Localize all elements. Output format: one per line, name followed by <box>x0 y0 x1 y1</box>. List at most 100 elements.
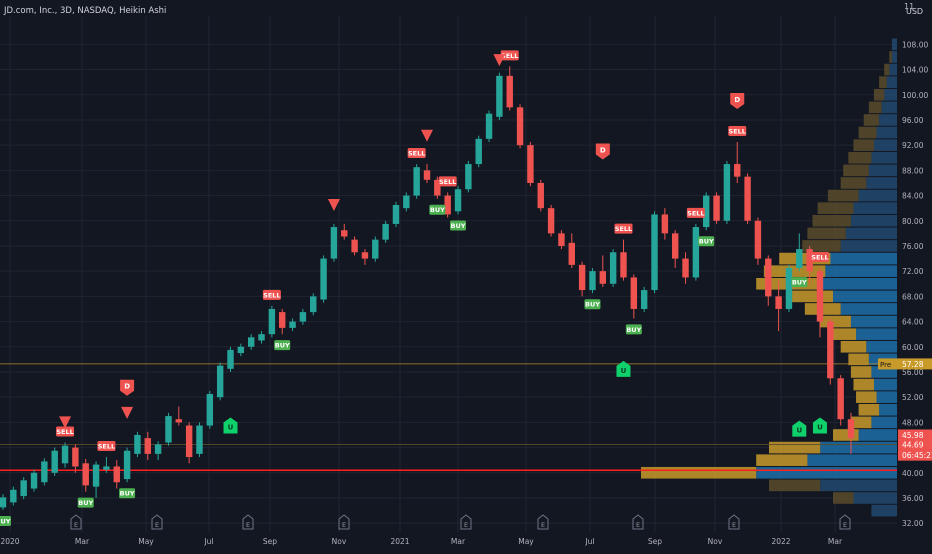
volume-profile-bar <box>866 340 897 353</box>
candle-body <box>578 264 586 291</box>
candle-body <box>434 179 441 196</box>
candle-body <box>754 220 762 259</box>
volume-profile-bar <box>886 76 897 88</box>
chart-title: JD.com, Inc., 3D, NASDAQ, Heikin Ashi <box>3 6 166 16</box>
sell-arrow-icon <box>493 54 506 67</box>
buy-signal-tag <box>77 497 94 508</box>
buy-signal-tag <box>625 324 642 335</box>
price-tag-value: 06:45:21 <box>902 451 932 460</box>
time-axis-tick: Jul <box>203 537 213 546</box>
currency-label: USD <box>906 7 923 16</box>
volume-profile-bar <box>840 177 867 189</box>
volume-profile-bar <box>792 290 833 303</box>
time-axis-tick: Mar <box>451 537 466 546</box>
price-axis-tick: 76.00 <box>902 242 924 251</box>
candle-body <box>82 463 89 486</box>
volume-profile-bar <box>820 479 897 492</box>
volume-profile-bar <box>833 492 854 504</box>
price-axis-tick: 52.00 <box>902 393 924 402</box>
volume-profile-bar <box>845 227 897 240</box>
candle-body <box>51 450 58 473</box>
candle-body <box>827 321 834 379</box>
candle-body <box>527 145 534 183</box>
volume-profile-bar <box>889 63 897 76</box>
sell-signal-label: SELL <box>56 428 73 436</box>
buy-signal-label: BUY <box>626 326 641 334</box>
earnings-icon <box>839 514 851 530</box>
volume-profile-bar <box>858 429 897 441</box>
volume-profile-bar <box>873 88 885 101</box>
earnings-label: E <box>636 521 640 529</box>
sell-signal-label: SELL <box>501 52 518 60</box>
candle-body <box>237 346 245 354</box>
time-axis-panel <box>0 532 898 550</box>
volume-profile-bar <box>843 164 869 177</box>
volume-profile-bar <box>858 126 877 139</box>
down-marker-label: D <box>734 96 740 104</box>
price-axis-tick: 68.00 <box>902 292 924 301</box>
volume-profile-bar <box>848 353 869 366</box>
earnings-icon <box>242 514 254 530</box>
volume-profile-bar <box>858 189 897 202</box>
sell-signal-label: SELL <box>729 128 746 136</box>
candle-body <box>196 425 203 454</box>
buy-signal-label: BUY <box>275 342 290 350</box>
volume-profile-bar <box>873 139 897 151</box>
candle-body <box>206 394 214 426</box>
up-marker-label: U <box>796 427 802 435</box>
volume-profile-bar <box>879 114 897 126</box>
sell-signal-tag <box>56 426 75 437</box>
candle-body <box>734 164 741 177</box>
volume-profile-bar <box>871 416 897 429</box>
volume-profile-bar <box>850 214 897 227</box>
volume-profile-bar <box>830 328 857 340</box>
sell-arrow-icon <box>59 416 72 429</box>
candle-body <box>744 176 751 221</box>
candle-body <box>516 107 524 146</box>
candle-body <box>703 195 710 228</box>
price-axis-tick: 32.00 <box>902 519 924 528</box>
volume-profile-bar <box>853 492 897 504</box>
candle-body <box>558 233 565 246</box>
earnings-label: E <box>464 521 468 529</box>
volume-profile-bar <box>641 466 757 479</box>
price-tag-value: 44.69 <box>902 440 924 449</box>
candle-body <box>175 419 183 423</box>
volume-profile-bar <box>833 290 897 303</box>
time-axis-tick: Nov <box>708 537 723 546</box>
candle-body <box>258 334 265 341</box>
signal-markers: BUY SELL BUY SELL BUY SELL BUY SELL BUY SELL BUY SE… <box>0 50 851 530</box>
volume-profile-bar <box>820 277 897 290</box>
volume-profile-bar <box>830 252 897 265</box>
volume-profile-bar <box>876 391 897 403</box>
earnings-label: E <box>541 521 545 529</box>
candle-body <box>537 182 544 209</box>
buy-signal-label: BUY <box>78 499 93 507</box>
volume-profile-bar <box>866 177 897 189</box>
candle-body <box>113 466 120 483</box>
sell-arrow-icon <box>121 406 134 419</box>
price-tag-value: 45.98 <box>902 431 924 440</box>
sell-signal-tag <box>97 441 116 452</box>
candle-body <box>661 214 669 234</box>
price-axis-tick: 56.00 <box>902 368 924 377</box>
earnings-icon <box>70 514 82 530</box>
down-marker-label: D <box>124 383 130 391</box>
candle-body <box>61 445 69 464</box>
candle-body <box>609 252 617 284</box>
buy-signal-tag <box>584 299 601 310</box>
buy-signal-label: BUY <box>451 222 466 230</box>
volume-profile-bar <box>769 479 821 492</box>
candle-body <box>620 252 627 278</box>
price-axis-tick: 88.00 <box>902 166 924 175</box>
volume-profile-bar <box>884 88 897 101</box>
up-marker-icon <box>616 360 631 377</box>
earnings-icon <box>632 514 644 530</box>
volume-profile-bar <box>881 101 897 114</box>
volume-profile-bar <box>876 126 897 139</box>
volume-profile-bar <box>820 441 897 454</box>
candle-body <box>671 233 679 259</box>
candle-body <box>351 239 358 253</box>
